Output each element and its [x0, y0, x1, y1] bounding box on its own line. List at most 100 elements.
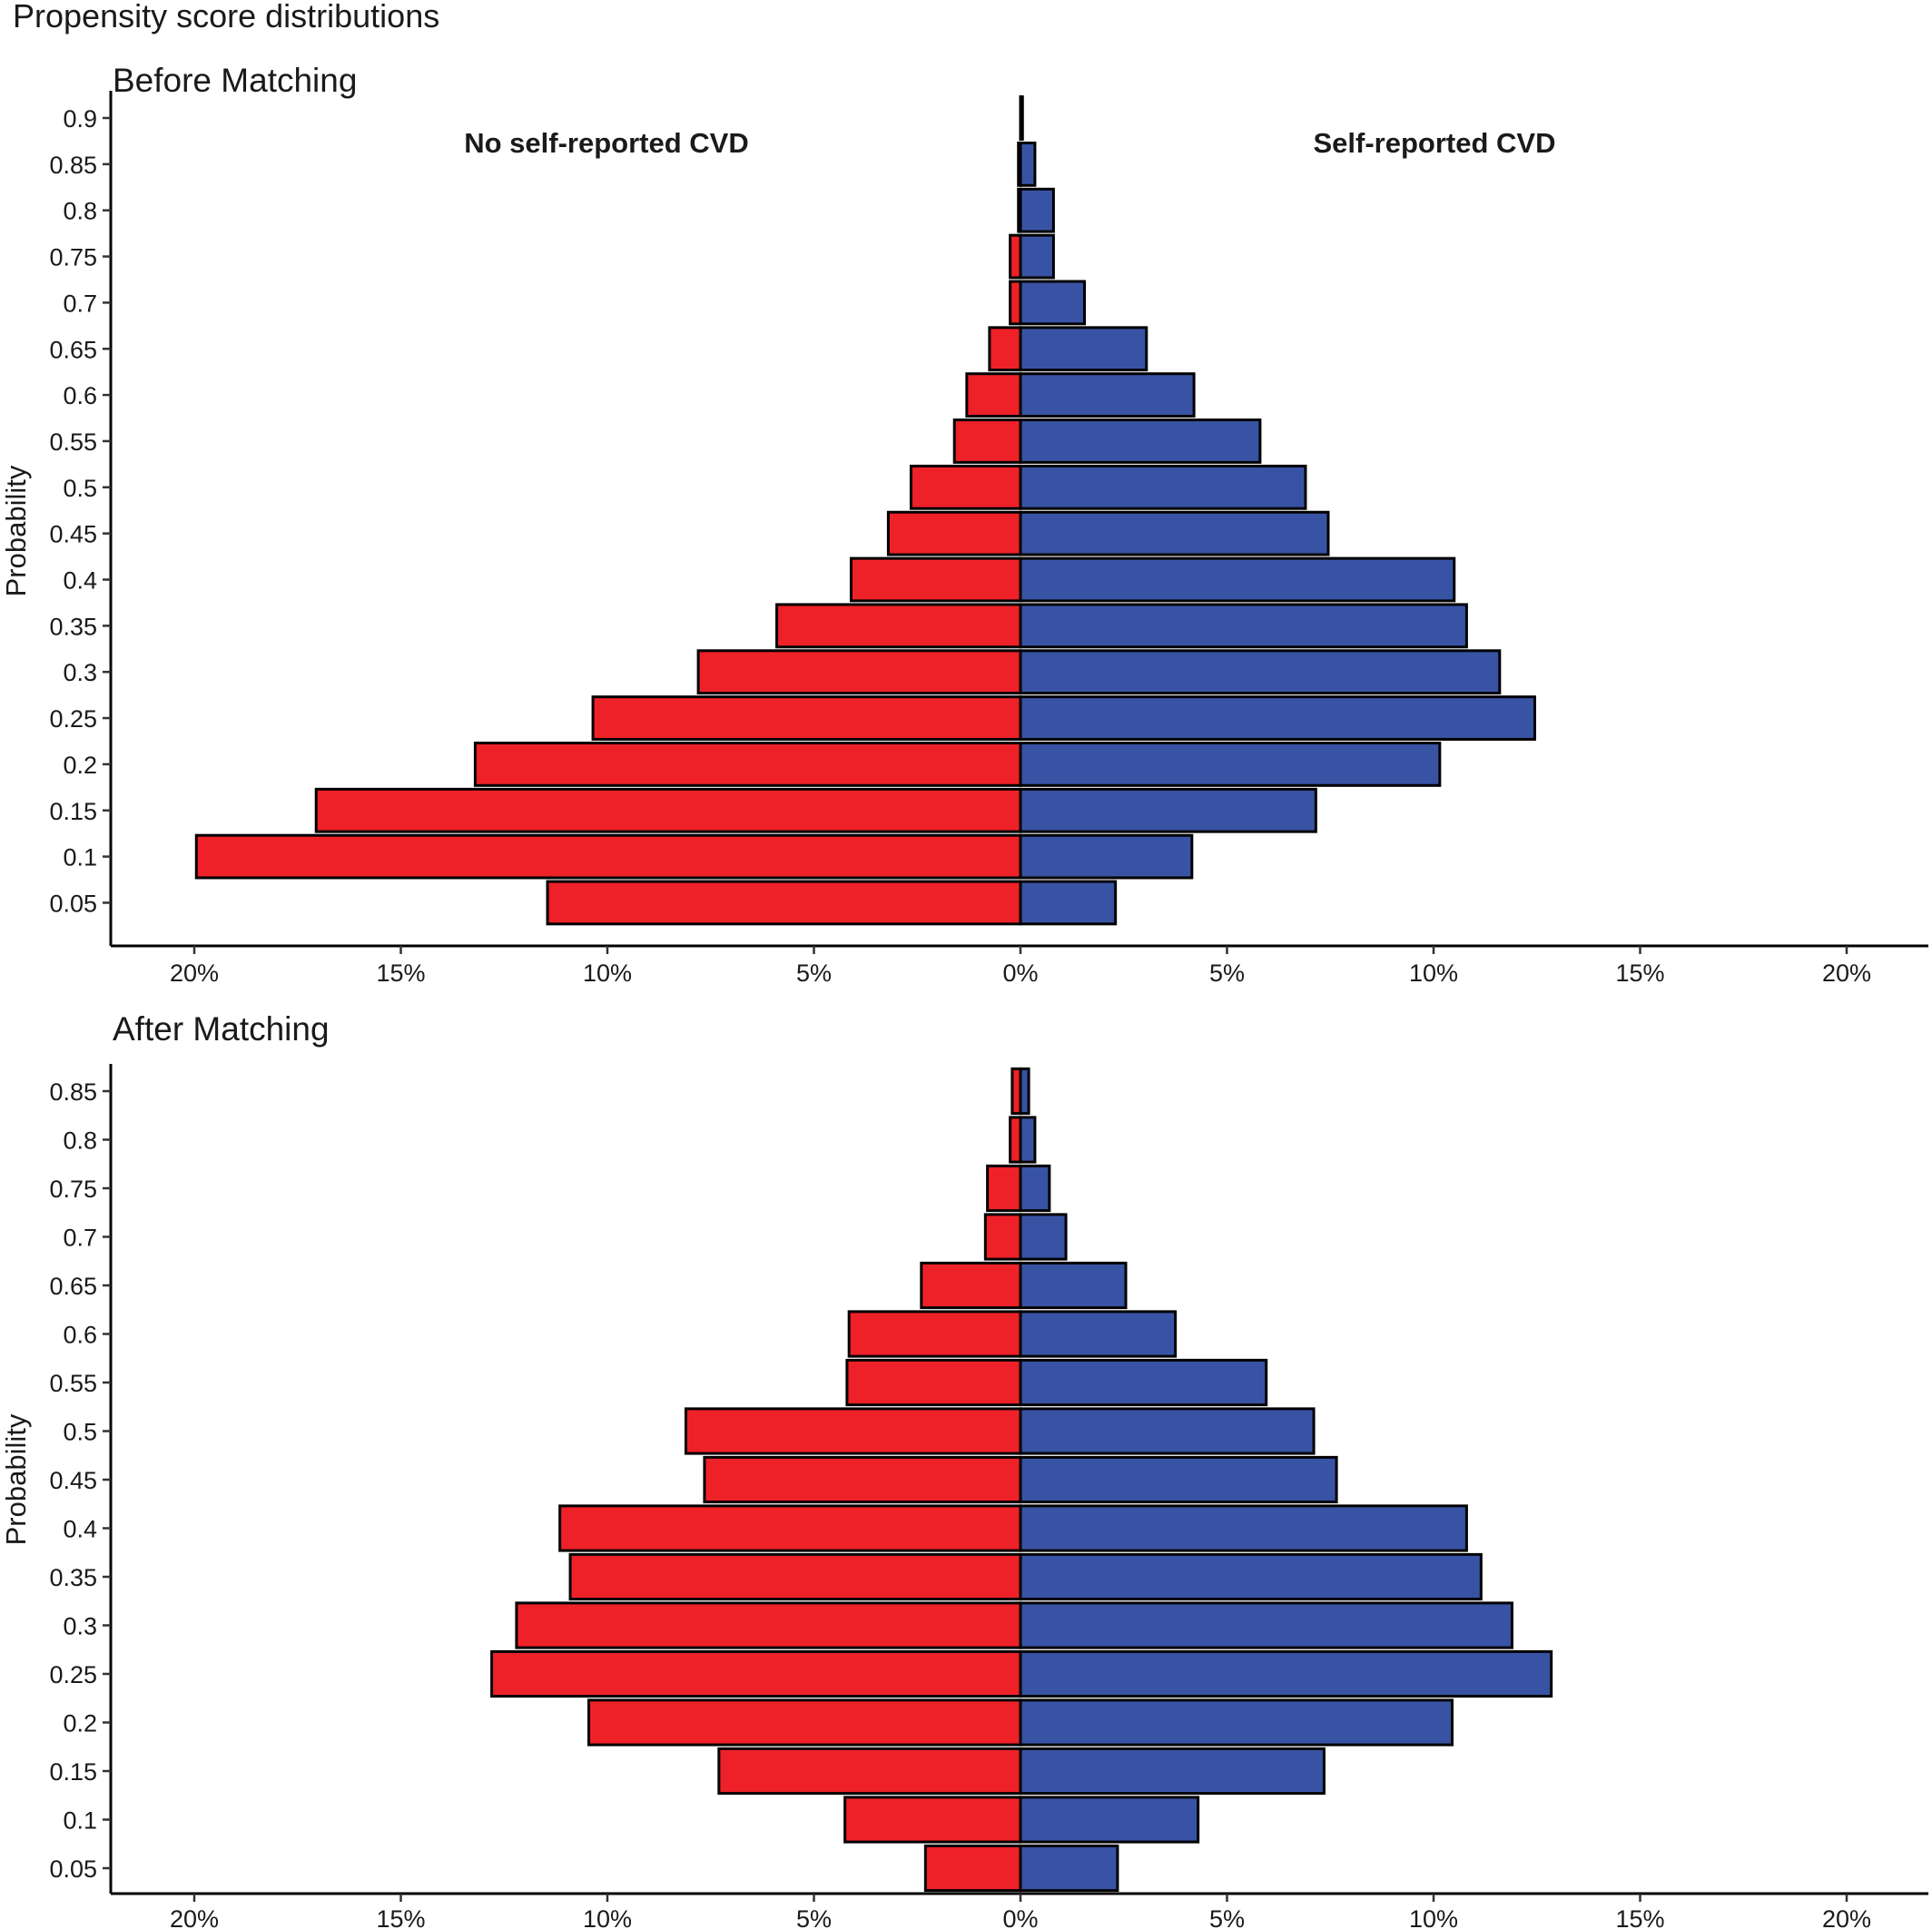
bar-right [1019, 1747, 1326, 1796]
y-tick-label: 0.35 [49, 1564, 97, 1591]
x-tick-label: 5% [1209, 960, 1245, 987]
bar-right [1019, 510, 1330, 556]
x-tick-label: 10% [1409, 960, 1458, 987]
bar-left [568, 1552, 1022, 1601]
bar-left [988, 326, 1022, 372]
bar-right [1019, 1407, 1316, 1455]
bar-left [923, 1844, 1022, 1893]
bar-right [1019, 280, 1087, 326]
bar-right [1019, 1601, 1513, 1649]
y-tick-label: 0.5 [63, 1419, 97, 1446]
y-tick-label: 0.55 [49, 1370, 97, 1397]
y-tick-label: 0.45 [49, 521, 97, 548]
bar-right [1019, 1455, 1338, 1504]
bar-right [1019, 880, 1118, 926]
x-tick-label: 15% [376, 1905, 425, 1929]
bar-left [591, 695, 1022, 741]
bar-left [717, 1747, 1022, 1796]
y-tick-label: 0.75 [49, 244, 97, 271]
panel-after-matching: After Matching Probability 0.050.10.150.… [0, 1010, 1928, 1929]
bars [194, 95, 1536, 926]
bar-right [1019, 603, 1468, 649]
bar-right [1019, 695, 1536, 741]
bar-left [546, 880, 1022, 926]
bar-right [1019, 1796, 1200, 1844]
y-tick-label: 0.35 [49, 613, 97, 640]
y-axis-ticks: 0.05 0.1 0.15 0.2 0.25 0.3 0.35 0.4 0.45 0.5 0.55 0… [49, 91, 113, 946]
y-axis-label: Probability [0, 1413, 32, 1545]
bar-right [1019, 1358, 1268, 1407]
y-tick-label: 0.8 [63, 1127, 97, 1155]
y-tick-label: 0.3 [63, 659, 97, 686]
y-tick-label: 0.4 [63, 567, 97, 595]
bar-right [1019, 233, 1055, 280]
figure-title: Propensity score distributions [13, 0, 439, 34]
bar-left [703, 1455, 1022, 1504]
y-tick-label: 0.4 [63, 1516, 97, 1543]
bar-right [1019, 1213, 1068, 1261]
x-tick-label: 10% [583, 960, 632, 987]
bar-left [558, 1504, 1022, 1552]
bar-left [1009, 280, 1022, 326]
y-tick-label: 0.05 [49, 1855, 97, 1883]
bar-left [314, 787, 1022, 833]
y-tick-label: 0.2 [63, 1710, 97, 1737]
panel-before-matching: Before Matching Probability No self-repo… [0, 62, 1928, 987]
bar-right [1019, 1067, 1030, 1116]
y-tick-label: 0.7 [63, 290, 97, 317]
bar-left [843, 1796, 1022, 1844]
x-tick-label: 15% [1615, 1905, 1664, 1929]
y-tick-label: 0.7 [63, 1225, 97, 1252]
x-tick-label: 15% [376, 960, 425, 987]
bar-left [909, 464, 1022, 510]
bar-left [847, 1310, 1022, 1358]
bar-left [473, 742, 1022, 787]
bar-left [849, 556, 1022, 603]
y-tick-label: 0.45 [49, 1467, 97, 1494]
bar-right [1019, 464, 1307, 510]
annotation-no-cvd: No self-reported CVD [464, 127, 748, 159]
y-tick-label: 0.65 [49, 1273, 97, 1300]
bar-right [1019, 1649, 1553, 1698]
bar-right [1019, 1261, 1128, 1310]
bar-right [1019, 787, 1317, 833]
x-tick-label: 10% [583, 1905, 632, 1929]
y-tick-label: 0.15 [49, 1758, 97, 1786]
x-tick-label: 5% [1209, 1905, 1245, 1929]
bar-left [845, 1358, 1022, 1407]
bar-left [684, 1407, 1022, 1455]
x-tick-label: 0% [1002, 1905, 1038, 1929]
bar-left [587, 1698, 1022, 1747]
bar-right [1019, 95, 1024, 141]
x-tick-label: 20% [170, 1905, 219, 1929]
bar-right [1019, 1698, 1454, 1747]
bar-left [696, 649, 1022, 695]
x-tick-label: 20% [1822, 1905, 1871, 1929]
y-axis-label: Probability [0, 465, 32, 596]
bar-right [1019, 1504, 1468, 1552]
y-tick-label: 0.15 [49, 798, 97, 825]
y-tick-label: 0.6 [63, 382, 97, 409]
y-tick-label: 0.55 [49, 428, 97, 456]
bar-left [194, 833, 1022, 880]
bar-left [1009, 233, 1022, 280]
bar-right [1019, 1552, 1483, 1601]
bar-right [1019, 1164, 1051, 1213]
bar-right [1019, 742, 1442, 787]
x-tick-label: 5% [796, 960, 832, 987]
y-tick-label: 0.85 [49, 1078, 97, 1106]
y-tick-label: 0.8 [63, 198, 97, 225]
panel-title: Before Matching [113, 62, 357, 99]
y-tick-label: 0.65 [49, 336, 97, 363]
bar-left [886, 510, 1022, 556]
bar-right [1019, 326, 1148, 372]
panel-title: After Matching [113, 1010, 330, 1048]
annotation-cvd: Self-reported CVD [1314, 127, 1556, 159]
bar-right [1019, 1116, 1037, 1164]
y-tick-label: 0.3 [63, 1613, 97, 1640]
bar-left [986, 1164, 1022, 1213]
y-tick-label: 0.5 [63, 475, 97, 502]
bar-right [1019, 556, 1456, 603]
bar-right [1019, 649, 1502, 695]
